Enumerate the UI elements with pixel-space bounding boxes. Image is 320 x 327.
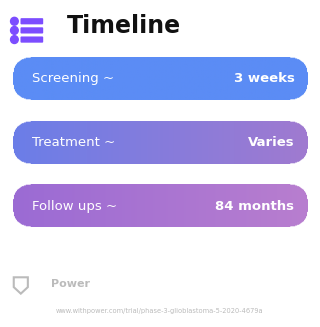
Text: Treatment ~: Treatment ~ [32, 136, 115, 149]
Text: www.withpower.com/trial/phase-3-glioblastoma-5-2020-4679a: www.withpower.com/trial/phase-3-glioblas… [56, 308, 264, 314]
FancyBboxPatch shape [20, 36, 43, 43]
Text: Varies: Varies [248, 136, 294, 149]
Text: 3 weeks: 3 weeks [234, 72, 294, 85]
FancyBboxPatch shape [20, 27, 43, 33]
Circle shape [11, 36, 18, 43]
Text: Follow ups ~: Follow ups ~ [32, 199, 117, 213]
FancyBboxPatch shape [20, 18, 43, 24]
Text: Power: Power [51, 280, 90, 289]
Circle shape [11, 26, 18, 34]
Text: Screening ~: Screening ~ [32, 72, 114, 85]
Text: Timeline: Timeline [67, 13, 181, 38]
Circle shape [11, 17, 18, 25]
Text: 84 months: 84 months [215, 199, 294, 213]
